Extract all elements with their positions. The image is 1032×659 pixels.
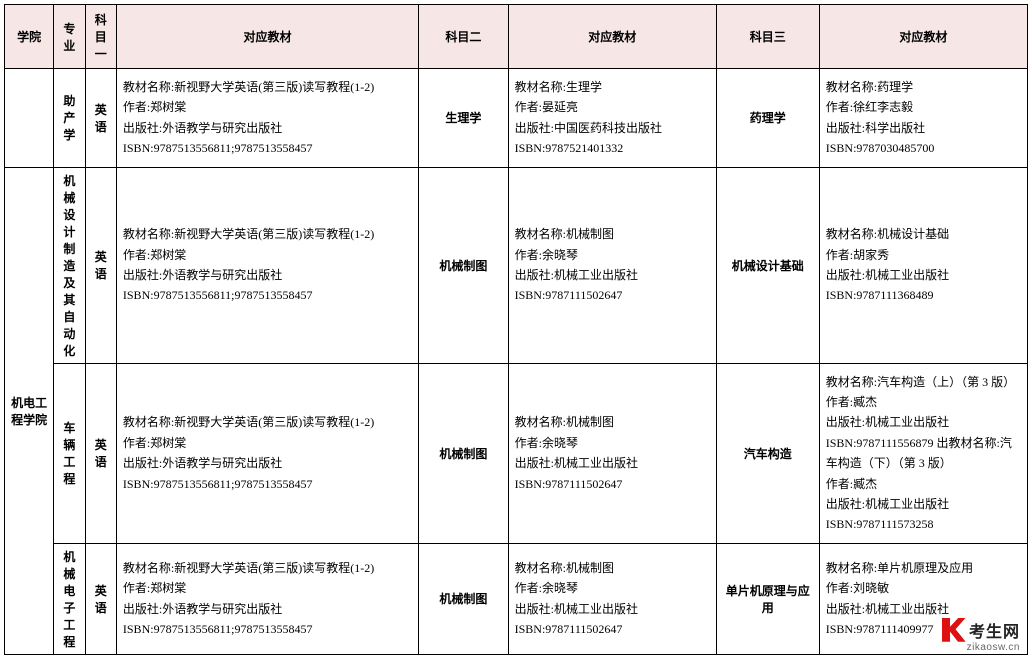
hdr-subject1: 科目一 <box>85 5 116 69</box>
cell-major: 机械设计制造及其自动化 <box>54 167 85 363</box>
hdr-textbook3: 对应教材 <box>819 5 1027 69</box>
cell-textbook3: 教材名称:药理学作者:徐红李志毅出版社:科学出版社ISBN:9787030485… <box>819 69 1027 168</box>
hdr-major: 专业 <box>54 5 85 69</box>
cell-subject3: 单片机原理与应用 <box>716 543 819 654</box>
cell-college-blank <box>5 69 54 168</box>
hdr-college: 学院 <box>5 5 54 69</box>
hdr-textbook2: 对应教材 <box>508 5 716 69</box>
cell-textbook2: 教材名称:机械制图作者:余晓琴出版社:机械工业出版社ISBN:978711150… <box>508 363 716 543</box>
cell-major: 助产学 <box>54 69 85 168</box>
cell-textbook1: 教材名称:新视野大学英语(第三版)读写教程(1-2)作者:郑树棠出版社:外语教学… <box>116 363 418 543</box>
logo-k-icon <box>942 618 966 642</box>
cell-subject2: 机械制图 <box>419 543 509 654</box>
table-row: 助产学 英语 教材名称:新视野大学英语(第三版)读写教程(1-2)作者:郑树棠出… <box>5 69 1028 168</box>
cell-major: 车辆工程 <box>54 363 85 543</box>
hdr-subject2: 科目二 <box>419 5 509 69</box>
cell-subject3: 机械设计基础 <box>716 167 819 363</box>
hdr-textbook1: 对应教材 <box>116 5 418 69</box>
table-row: 机械电子工程 英语 教材名称:新视野大学英语(第三版)读写教程(1-2)作者:郑… <box>5 543 1028 654</box>
table-row: 车辆工程 英语 教材名称:新视野大学英语(第三版)读写教程(1-2)作者:郑树棠… <box>5 363 1028 543</box>
curriculum-table: 学院 专业 科目一 对应教材 科目二 对应教材 科目三 对应教材 助产学 英语 … <box>4 4 1028 655</box>
cell-textbook3: 教材名称:机械设计基础作者:胡家秀出版社:机械工业出版社ISBN:9787111… <box>819 167 1027 363</box>
cell-textbook3: 教材名称:汽车构造（上）（第 3 版）作者:臧杰出版社:机械工业出版社ISBN:… <box>819 363 1027 543</box>
cell-textbook1: 教材名称:新视野大学英语(第三版)读写教程(1-2)作者:郑树棠出版社:外语教学… <box>116 167 418 363</box>
header-row: 学院 专业 科目一 对应教材 科目二 对应教材 科目三 对应教材 <box>5 5 1028 69</box>
cell-textbook2: 教材名称:生理学作者:晏延亮出版社:中国医药科技出版社ISBN:97875214… <box>508 69 716 168</box>
cell-subject2: 机械制图 <box>419 167 509 363</box>
cell-subject2: 生理学 <box>419 69 509 168</box>
watermark-brand: 考生网 <box>969 624 1020 641</box>
cell-subject1: 英语 <box>85 363 116 543</box>
cell-subject2: 机械制图 <box>419 363 509 543</box>
cell-subject1: 英语 <box>85 167 116 363</box>
cell-subject3: 汽车构造 <box>716 363 819 543</box>
cell-subject1: 英语 <box>85 543 116 654</box>
cell-textbook2: 教材名称:机械制图作者:余晓琴出版社:机械工业出版社ISBN:978711150… <box>508 543 716 654</box>
cell-subject1: 英语 <box>85 69 116 168</box>
hdr-subject3: 科目三 <box>716 5 819 69</box>
cell-subject3: 药理学 <box>716 69 819 168</box>
watermark-domain: zikaosw.cn <box>942 642 1020 653</box>
table-row: 机电工程学院 机械设计制造及其自动化 英语 教材名称:新视野大学英语(第三版)读… <box>5 167 1028 363</box>
cell-major: 机械电子工程 <box>54 543 85 654</box>
cell-textbook2: 教材名称:机械制图作者:余晓琴出版社:机械工业出版社ISBN:978711150… <box>508 167 716 363</box>
watermark-logo: 考生网 zikaosw.cn <box>942 618 1020 653</box>
cell-college: 机电工程学院 <box>5 167 54 654</box>
cell-textbook1: 教材名称:新视野大学英语(第三版)读写教程(1-2)作者:郑树棠出版社:外语教学… <box>116 69 418 168</box>
cell-textbook1: 教材名称:新视野大学英语(第三版)读写教程(1-2)作者:郑树棠出版社:外语教学… <box>116 543 418 654</box>
